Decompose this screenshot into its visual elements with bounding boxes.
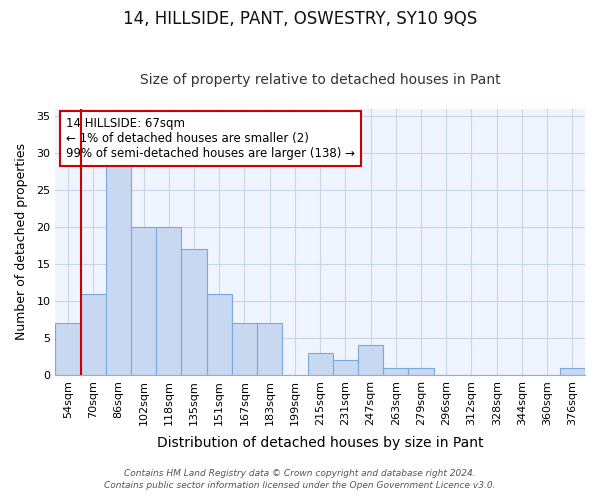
Bar: [560, 368, 585, 375]
Bar: [80, 294, 106, 375]
Bar: [409, 368, 434, 375]
Text: 14 HILLSIDE: 67sqm
← 1% of detached houses are smaller (2)
99% of semi-detached : 14 HILLSIDE: 67sqm ← 1% of detached hous…: [66, 117, 355, 160]
Bar: [333, 360, 358, 375]
Bar: [358, 346, 383, 375]
Bar: [181, 250, 206, 375]
Bar: [232, 323, 257, 375]
Bar: [156, 227, 181, 375]
Text: 14, HILLSIDE, PANT, OSWESTRY, SY10 9QS: 14, HILLSIDE, PANT, OSWESTRY, SY10 9QS: [123, 10, 477, 28]
Bar: [308, 352, 333, 375]
Bar: [257, 323, 283, 375]
Text: Contains HM Land Registry data © Crown copyright and database right 2024.
Contai: Contains HM Land Registry data © Crown c…: [104, 468, 496, 490]
Bar: [55, 323, 80, 375]
Bar: [131, 227, 156, 375]
Y-axis label: Number of detached properties: Number of detached properties: [15, 144, 28, 340]
Bar: [383, 368, 409, 375]
Title: Size of property relative to detached houses in Pant: Size of property relative to detached ho…: [140, 73, 500, 87]
X-axis label: Distribution of detached houses by size in Pant: Distribution of detached houses by size …: [157, 436, 484, 450]
Bar: [106, 160, 131, 375]
Bar: [206, 294, 232, 375]
